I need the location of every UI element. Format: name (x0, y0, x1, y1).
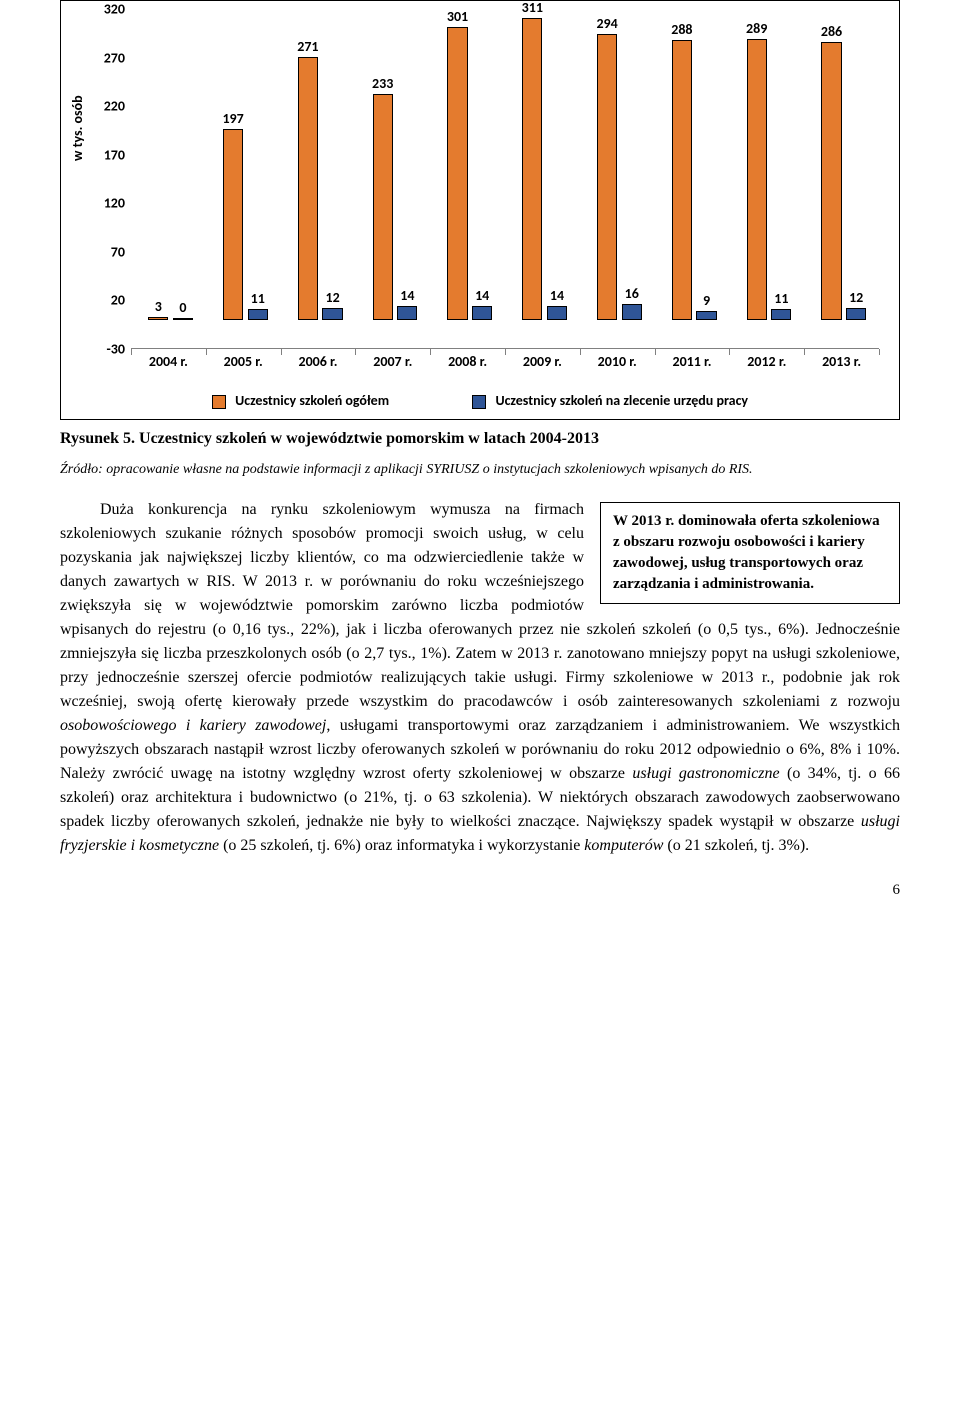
callout-box: W 2013 r. dominowała oferta szkoleniowa … (600, 502, 900, 604)
body-span-1d: (o 25 szkoleń, tj. 6%) oraz informatyka … (219, 837, 584, 854)
legend-swatch-blue (472, 395, 486, 409)
legend: Uczestnicy szkoleń ogółem Uczestnicy szk… (61, 392, 899, 409)
figure-caption: Rysunek 5. Uczestnicy szkoleń w wojewódz… (60, 430, 900, 448)
body-italic-1: osobowościowego i kariery zawodowej (60, 717, 326, 734)
source-line: Źródło: opracowanie własne na podstawie … (60, 462, 900, 478)
legend-swatch-orange (212, 395, 226, 409)
y-axis-label: w tys. osób (69, 95, 86, 161)
legend-item-2: Uczestnicy szkoleń na zlecenie urzędu pr… (472, 392, 748, 409)
plot-area: 3019711271122331430114311142941628892891… (131, 9, 879, 349)
page: w tys. osób -302070120170220270320 30197… (0, 0, 960, 939)
legend-label-2: Uczestnicy szkoleń na zlecenie urzędu pr… (495, 392, 748, 409)
figure-caption-rest: latach 2004-2013 (480, 430, 599, 447)
figure-caption-bold: Rysunek 5. Uczestnicy szkoleń w wojewódz… (60, 430, 480, 447)
body-italic-2: usługi gastronomiczne (632, 765, 779, 782)
page-number: 6 (60, 882, 900, 899)
x-axis-labels: 2004 r.2005 r.2006 r.2007 r.2008 r.2009 … (131, 353, 879, 373)
legend-item-1: Uczestnicy szkoleń ogółem (212, 392, 389, 409)
body-italic-4: komputerów (584, 837, 663, 854)
legend-label-1: Uczestnicy szkoleń ogółem (235, 392, 389, 409)
callout-text: W 2013 r. dominowała oferta szkoleniowa … (613, 513, 880, 592)
body-text: W 2013 r. dominowała oferta szkoleniowa … (60, 498, 900, 858)
bar-chart: w tys. osób -302070120170220270320 30197… (60, 0, 900, 420)
body-span-1e: (o 21 szkoleń, tj. 3%). (663, 837, 809, 854)
y-axis-ticks: -302070120170220270320 (95, 9, 125, 349)
